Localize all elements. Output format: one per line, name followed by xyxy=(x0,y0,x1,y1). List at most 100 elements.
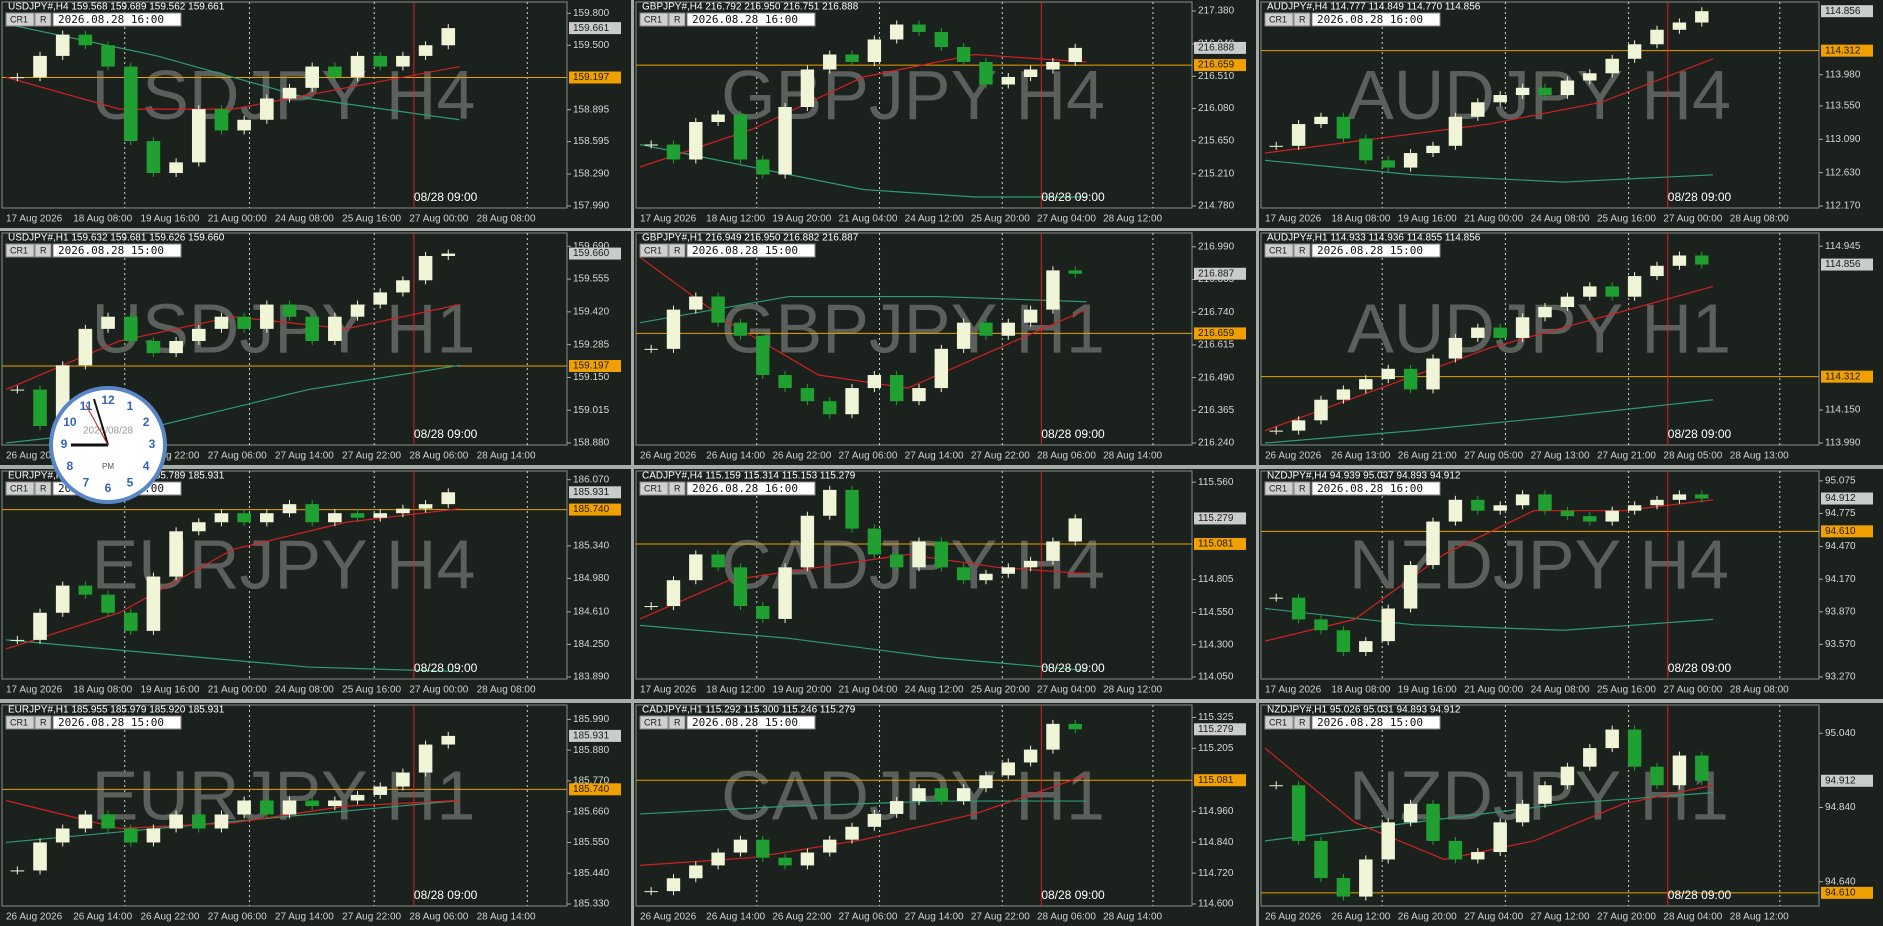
candle-body xyxy=(214,109,229,131)
candle-body xyxy=(1359,138,1373,161)
candle-body xyxy=(101,316,115,329)
button-label: R xyxy=(1299,717,1306,727)
candle-body xyxy=(889,375,904,402)
candle-body xyxy=(845,388,859,415)
date-box xyxy=(1311,715,1441,730)
date-box xyxy=(686,243,816,258)
candle-body xyxy=(1381,368,1395,380)
clock-number: 1 xyxy=(127,399,134,413)
candle-body xyxy=(1403,153,1418,168)
time-marker-label: 08/28 09:00 xyxy=(1041,427,1105,441)
candle-body xyxy=(10,639,25,641)
candle-body xyxy=(396,508,410,514)
level-label: 185.740 xyxy=(573,784,610,795)
x-tick-label: 18 Aug 08:00 xyxy=(73,685,132,696)
candle-body xyxy=(733,322,748,336)
x-tick-label: 26 Aug 12:00 xyxy=(1331,912,1390,923)
y-tick-label: 185.340 xyxy=(573,540,610,551)
x-tick-label: 17 Aug 2026 xyxy=(640,685,697,696)
button-label: CR1 xyxy=(10,483,28,493)
button-label: CR1 xyxy=(1269,245,1287,255)
candle-body xyxy=(350,304,365,317)
candle-body xyxy=(1515,803,1530,823)
x-tick-label: 21 Aug 00:00 xyxy=(1464,685,1523,696)
price-tag xyxy=(569,486,621,499)
candle-body xyxy=(1493,327,1507,338)
candle-body xyxy=(1448,337,1463,359)
y-tick-label: 185.770 xyxy=(573,776,610,787)
clock-number: 9 xyxy=(61,437,68,451)
button-label: R xyxy=(40,245,47,255)
button-label: CR1 xyxy=(10,245,28,255)
chart-panel: NZDJPY H495.07594.77594.47094.17093.8709… xyxy=(1259,469,1883,699)
y-tick-label: 216.490 xyxy=(1198,372,1235,383)
x-tick-label: 25 Aug 16:00 xyxy=(1597,685,1656,696)
level-label: 115.081 xyxy=(1198,775,1234,786)
y-tick-label: 94.840 xyxy=(1825,802,1856,813)
y-tick-label: 113.550 xyxy=(1825,101,1861,112)
date-label: 2026.08.28 16:00 xyxy=(58,13,164,26)
price-label: 114.856 xyxy=(1825,6,1861,17)
candle-body xyxy=(1583,286,1597,297)
date-box xyxy=(1311,481,1441,496)
candle-body xyxy=(418,45,433,56)
candle-body xyxy=(1381,160,1395,168)
green-ma-line xyxy=(1264,792,1714,842)
y-tick-label: 216.990 xyxy=(1198,241,1235,252)
x-tick-label: 28 Aug 08:00 xyxy=(1730,685,1789,696)
price-label: 216.887 xyxy=(1198,268,1235,279)
candle-body xyxy=(260,98,274,120)
symbol-header: GBPJPY#,H4 216.792 216.950 216.751 216.8… xyxy=(642,2,859,13)
candle-body xyxy=(1314,840,1328,879)
x-tick-label: 25 Aug 20:00 xyxy=(971,685,1030,696)
x-tick-label: 26 Aug 2026 xyxy=(1265,912,1322,923)
y-tick-label: 216.080 xyxy=(1198,103,1235,114)
candle-body xyxy=(1650,29,1664,45)
y-tick-label: 115.325 xyxy=(1198,712,1234,723)
candle-body xyxy=(979,573,993,581)
x-tick-label: 27 Aug 06:00 xyxy=(838,451,897,462)
candle-body xyxy=(1269,145,1283,147)
candle-body xyxy=(1650,766,1664,786)
candle-body xyxy=(1269,430,1283,432)
candle-body xyxy=(1269,597,1283,599)
x-tick-label: 18 Aug 08:00 xyxy=(1331,685,1390,696)
candle-body xyxy=(867,375,882,389)
watermark: USDJPY H1 xyxy=(92,289,476,367)
candle-body xyxy=(305,316,319,341)
y-tick-label: 93.570 xyxy=(1825,639,1856,650)
price-tag xyxy=(1194,41,1246,54)
chart-panel: GBPJPY H4217.380216.940216.510216.080215… xyxy=(634,0,1256,228)
candle-body xyxy=(845,826,859,840)
candle-body xyxy=(78,585,93,595)
candle-body xyxy=(711,852,725,866)
candle-body xyxy=(689,296,703,310)
candle-body xyxy=(1023,309,1038,323)
candle-body xyxy=(78,814,93,829)
candle-body xyxy=(1538,785,1552,804)
candle-body xyxy=(1448,499,1463,522)
y-tick-label: 185.330 xyxy=(573,899,610,910)
candle-body xyxy=(1471,499,1485,511)
y-tick-label: 158.895 xyxy=(573,104,610,115)
candle-body xyxy=(666,144,681,160)
candle-body xyxy=(418,256,433,281)
date-box xyxy=(686,481,816,496)
candle-body xyxy=(396,280,410,293)
candle-body xyxy=(1583,516,1597,522)
x-tick-label: 27 Aug 22:00 xyxy=(342,451,401,462)
candle-body xyxy=(191,109,206,163)
candle-body xyxy=(644,144,658,146)
x-tick-label: 27 Aug 00:00 xyxy=(1663,685,1722,696)
price-label: 216.888 xyxy=(1198,43,1235,54)
candle-body xyxy=(867,528,882,555)
candle-body xyxy=(191,522,206,532)
candle-body xyxy=(282,800,297,815)
date-label: 2026.08.28 15:00 xyxy=(1317,244,1423,257)
price-tag xyxy=(569,729,621,742)
price-tag xyxy=(569,22,621,35)
candle-body xyxy=(1672,255,1687,266)
candle-body xyxy=(441,28,456,46)
candle-body xyxy=(1046,62,1060,70)
candle-body xyxy=(78,34,93,46)
